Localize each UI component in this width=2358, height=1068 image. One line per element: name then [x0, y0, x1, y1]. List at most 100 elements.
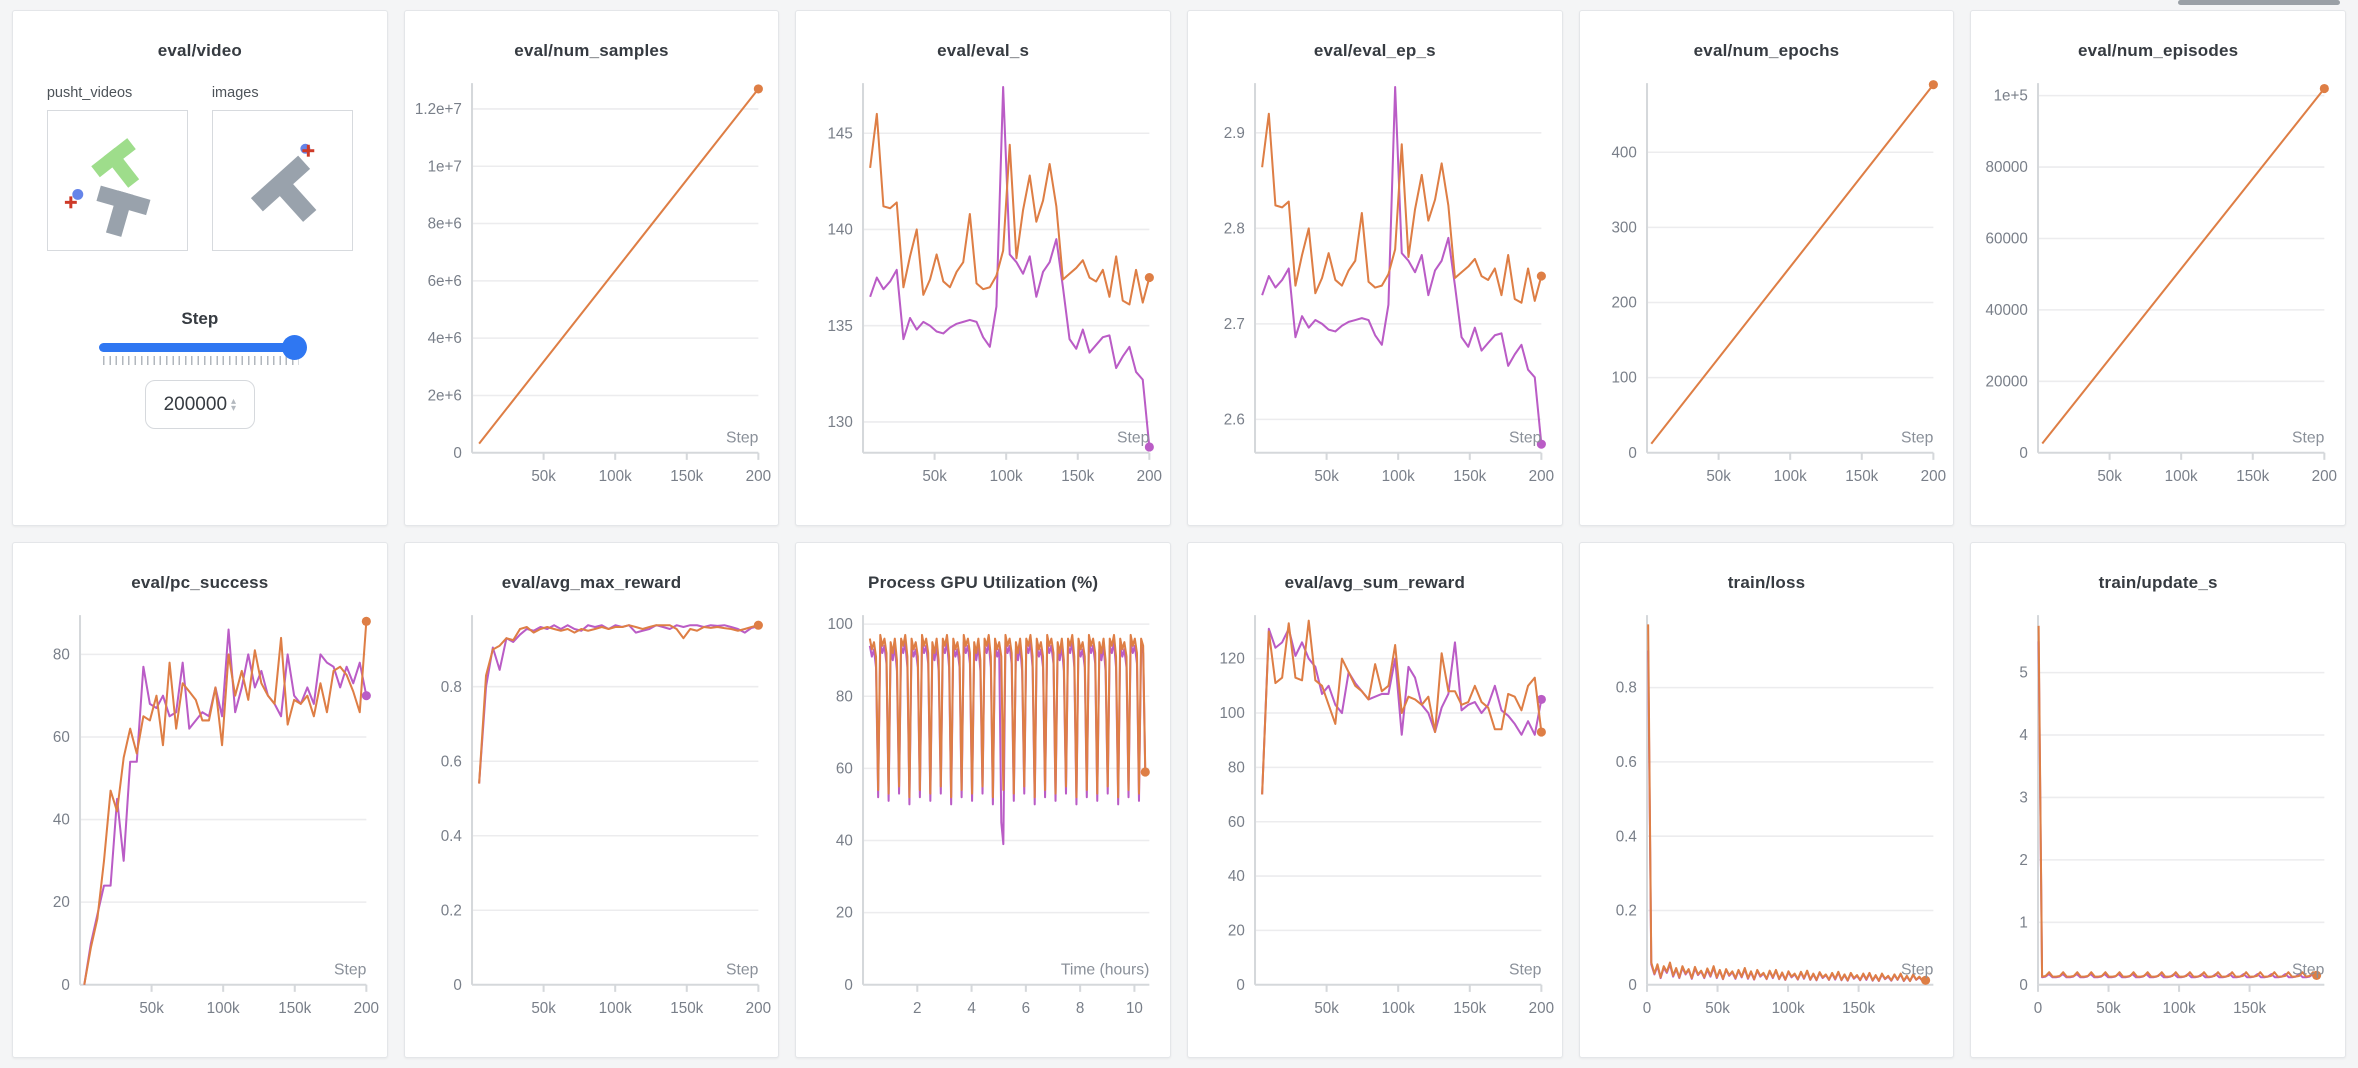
svg-text:0.2: 0.2: [1615, 903, 1636, 920]
svg-text:0.4: 0.4: [1615, 828, 1637, 845]
svg-text:40: 40: [53, 812, 70, 829]
media-thumbnail-images[interactable]: [211, 110, 353, 251]
chart-canvas[interactable]: 0 100 200 300 400 50k 100k 150k 200 Step: [1580, 73, 1954, 516]
chart-title: eval/num_episodes: [2078, 41, 2239, 60]
svg-text:100k: 100k: [207, 1000, 240, 1017]
chart-canvas[interactable]: 130 135 140 145 50k 100k 150k 200 Step: [796, 73, 1170, 516]
series-endpoint-dot-run-purple: [1536, 439, 1546, 449]
svg-text:20: 20: [836, 905, 853, 922]
svg-text:20: 20: [53, 894, 70, 911]
svg-text:0: 0: [845, 977, 853, 994]
stepper-up-icon[interactable]: ▴: [231, 395, 237, 407]
chart-panel-8: eval/avg_sum_reward 0 20 40 60 80 100 120 50k 10…: [1186, 542, 1563, 1058]
svg-text:1e+5: 1e+5: [1994, 88, 2028, 105]
media-item-images: images: [211, 85, 353, 251]
chart-canvas[interactable]: 0 20 40 60 80 100 120 50k 100k 150k 200 Step: [1188, 605, 1562, 1048]
svg-text:145: 145: [828, 125, 853, 142]
svg-text:20000: 20000: [1986, 373, 2028, 390]
svg-text:60000: 60000: [1986, 231, 2028, 248]
media-thumbnail-pusht-videos[interactable]: [46, 110, 188, 251]
chart-title: eval/avg_max_reward: [501, 573, 682, 592]
svg-text:150k: 150k: [1453, 1000, 1486, 1017]
svg-text:Step: Step: [2292, 430, 2325, 447]
chart-canvas[interactable]: 2.6 2.7 2.8 2.9 50k 100k 150k 200 Step: [1188, 73, 1562, 516]
svg-text:60: 60: [53, 729, 70, 746]
horizontal-scrollbar-thumb[interactable]: [2178, 0, 2340, 5]
series-run-orange: [1261, 112, 1543, 304]
chart-canvas[interactable]: 0 20000 40000 60000 80000 1e+5 50k 100k 150k 200 S…: [1971, 73, 2345, 516]
svg-text:50k: 50k: [2097, 1000, 2122, 1017]
chart-panel-7: Process GPU Utilization (%) 0 20 40 60 80 100…: [795, 542, 1171, 1058]
svg-text:130: 130: [828, 414, 853, 431]
svg-text:100k: 100k: [598, 1000, 631, 1017]
chart-canvas[interactable]: 0 1 2 3 4 5 0 50k 100k 150k Step: [1971, 605, 2345, 1048]
chart-panel-1: eval/eval_s 130 135 140 145 50k 100k 150k 200 St…: [795, 10, 1171, 526]
series-endpoint-dot-run-orange: [753, 84, 763, 94]
svg-text:200: 200: [1529, 468, 1554, 485]
agent-dot: [72, 188, 84, 200]
chart-canvas[interactable]: 0 2e+6 4e+6 6e+6 8e+6 1e+7 1.2e+7 50k 100k 150k 20…: [405, 73, 779, 516]
svg-text:100k: 100k: [1771, 1000, 1804, 1017]
svg-text:Step: Step: [2292, 962, 2325, 979]
step-slider[interactable]: [98, 335, 307, 365]
svg-text:60: 60: [836, 760, 853, 777]
series-endpoint-dot-run-orange: [361, 616, 371, 626]
svg-text:50k: 50k: [923, 468, 948, 485]
svg-text:200: 200: [1137, 468, 1162, 485]
svg-text:1.2e+7: 1.2e+7: [415, 101, 462, 118]
svg-text:10: 10: [1126, 1000, 1143, 1017]
series-run-orange: [869, 633, 1147, 799]
svg-text:150k: 150k: [1842, 1000, 1875, 1017]
series-run-orange: [477, 624, 759, 784]
svg-text:1: 1: [2020, 914, 2028, 931]
svg-text:0.8: 0.8: [440, 679, 461, 696]
chart-title: train/update_s: [2098, 573, 2218, 592]
svg-text:0: 0: [1628, 977, 1636, 994]
step-slider-thumb[interactable]: [281, 335, 307, 360]
svg-text:80: 80: [836, 688, 853, 705]
chart-canvas[interactable]: 0 0.2 0.4 0.6 0.8 50k 100k 150k 200 Step: [405, 605, 779, 1048]
chart-panel-4: eval/num_episodes 0 20000 40000 60000 80000 1…: [1970, 10, 2346, 526]
series-run-purple: [2037, 641, 2318, 979]
svg-text:50k: 50k: [1314, 1000, 1339, 1017]
svg-text:2.9: 2.9: [1224, 125, 1245, 142]
svg-text:135: 135: [828, 318, 853, 335]
svg-text:50k: 50k: [1706, 468, 1731, 485]
svg-text:120: 120: [1219, 651, 1244, 668]
svg-text:100k: 100k: [598, 468, 631, 485]
series-run-purple: [83, 628, 368, 985]
step-input[interactable]: 200000 ▴ ▾: [144, 380, 255, 429]
svg-text:0.2: 0.2: [440, 902, 461, 919]
svg-text:0: 0: [2020, 977, 2028, 994]
stepper-down-icon[interactable]: ▾: [231, 402, 237, 414]
media-caption: pusht_videos: [46, 85, 133, 101]
series-run-purple: [869, 85, 1151, 448]
chart-title: eval/eval_s: [937, 41, 1030, 60]
series-run-purple: [477, 624, 759, 784]
svg-text:5: 5: [2020, 665, 2028, 682]
svg-text:0.6: 0.6: [1615, 754, 1636, 771]
pusht-scene-icon: [250, 143, 317, 222]
series-run-orange: [83, 621, 368, 985]
svg-text:0: 0: [453, 977, 461, 994]
svg-text:50k: 50k: [531, 468, 556, 485]
chart-title: train/loss: [1727, 573, 1806, 592]
svg-text:150k: 150k: [1845, 468, 1878, 485]
media-row: pusht_videos: [13, 85, 387, 251]
svg-text:150k: 150k: [2237, 468, 2270, 485]
svg-text:140: 140: [828, 222, 853, 239]
svg-text:100k: 100k: [2163, 1000, 2196, 1017]
chart-canvas[interactable]: 0 20 40 60 80 100 2 4 6 8 10 Time (hours): [796, 605, 1170, 1048]
green-t-shape: [91, 138, 140, 188]
step-input-stepper[interactable]: ▴ ▾: [231, 395, 237, 414]
step-slider-label: Step: [181, 309, 219, 328]
chart-panel-6: eval/avg_max_reward 0 0.2 0.4 0.6 0.8 50k 100k…: [403, 542, 780, 1058]
step-slider-track[interactable]: [98, 335, 307, 360]
svg-text:Step: Step: [726, 962, 759, 979]
svg-text:50k: 50k: [531, 1000, 556, 1017]
chart-canvas[interactable]: 0 20 40 60 80 50k 100k 150k 200 Step: [13, 605, 387, 1048]
series-run-orange: [869, 112, 1151, 306]
chart-canvas[interactable]: 0 0.2 0.4 0.6 0.8 0 50k 100k 150k Step: [1580, 605, 1954, 1048]
series-run-orange: [2037, 625, 2318, 978]
chart-title: eval/num_epochs: [1693, 41, 1840, 60]
